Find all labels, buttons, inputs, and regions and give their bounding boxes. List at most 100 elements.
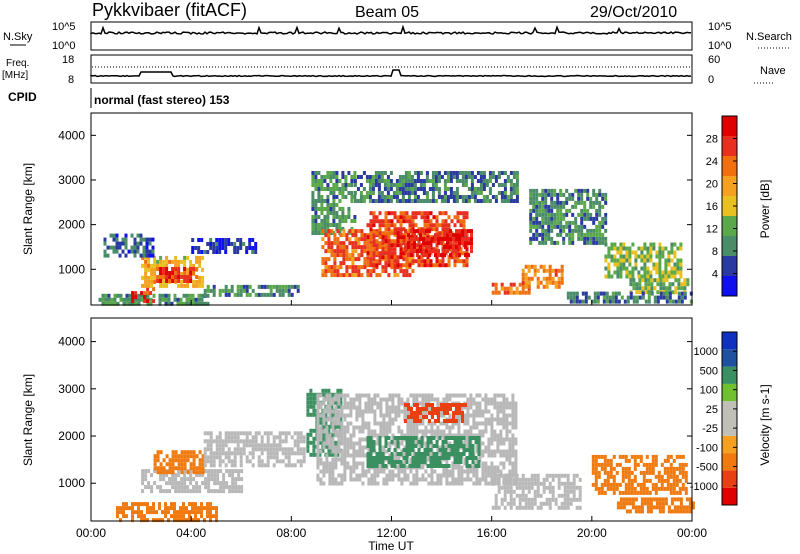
power-cell [683, 291, 687, 296]
power-cell [500, 282, 504, 287]
power-cell [664, 274, 668, 279]
velocity-cell [630, 482, 634, 487]
velocity-cell [370, 401, 374, 406]
velocity-cell [200, 510, 203, 515]
velocity-cell [322, 409, 326, 414]
power-cell [677, 282, 681, 287]
velocity-cell [278, 439, 282, 444]
velocity-cell [545, 477, 549, 482]
velocity-cell [233, 439, 237, 444]
power-cell [616, 258, 620, 263]
power-cell [112, 245, 116, 250]
power-cell [568, 240, 572, 245]
velocity-cell [168, 458, 172, 463]
velocity-cell [475, 433, 479, 438]
velocity-cell [328, 401, 332, 406]
velocity-cell [416, 415, 419, 419]
power-cell [332, 183, 336, 187]
velocity-cell [509, 505, 513, 510]
power-cell [338, 231, 342, 235]
velocity-cell [364, 453, 368, 458]
power-cell [368, 175, 372, 179]
velocity-cell [316, 413, 320, 418]
power-cell [619, 270, 623, 275]
power-cell [565, 212, 569, 217]
power-cell [251, 250, 255, 254]
velocity-cell [508, 437, 512, 442]
power-cell [311, 219, 315, 223]
power-cell [353, 191, 357, 195]
power-cell [389, 179, 393, 183]
velocity-cell [321, 432, 325, 437]
velocity-cell [334, 429, 338, 434]
power-cell [461, 195, 465, 199]
velocity-cell [194, 514, 197, 519]
power-cell [532, 232, 536, 237]
power-cell [683, 295, 687, 300]
power-cell [577, 192, 581, 197]
power-cell [149, 291, 153, 296]
velocity-cell [242, 439, 246, 444]
velocity-cell [306, 392, 310, 397]
velocity-cell [324, 420, 328, 425]
power-cell [652, 266, 656, 271]
velocity-cell [681, 474, 685, 479]
power-cell [414, 215, 418, 220]
power-cell [547, 192, 551, 197]
velocity-cell [603, 482, 607, 487]
power-cell [529, 192, 533, 197]
velocity-cell [287, 455, 291, 460]
velocity-cell [260, 459, 264, 464]
velocity-cell [557, 485, 561, 490]
velocity-cell [364, 469, 368, 474]
power-cell [348, 273, 352, 278]
power-cell [527, 276, 531, 281]
velocity-cell [231, 469, 235, 474]
power-cell [375, 251, 379, 256]
power-cell [670, 242, 674, 247]
power-cell [643, 254, 647, 259]
velocity-cell [340, 425, 344, 430]
power-cell [353, 199, 357, 203]
velocity-cell [658, 509, 662, 514]
power-cell [122, 297, 126, 302]
velocity-cell [306, 412, 310, 417]
velocity-cell [403, 433, 407, 438]
power-cell [676, 262, 680, 267]
velocity-cell [440, 407, 443, 411]
velocity-colorbar-swatch [722, 470, 737, 488]
power-cell [354, 237, 358, 242]
velocity-cell [373, 469, 377, 474]
velocity-cell [463, 429, 467, 434]
velocity-cell [636, 454, 640, 459]
power-cell [387, 243, 391, 248]
velocity-cell [367, 393, 371, 398]
velocity-cell [437, 411, 440, 415]
velocity-cell [366, 452, 370, 456]
power-cell [317, 183, 321, 187]
power-cell [311, 179, 315, 183]
power-cell [437, 249, 440, 254]
velocity-cell [406, 417, 410, 422]
velocity-cell [685, 509, 689, 514]
power-cell [390, 211, 394, 216]
power-cell [118, 253, 122, 258]
velocity-cell [316, 441, 320, 446]
power-cell [455, 195, 459, 199]
power-cell [541, 228, 545, 233]
power-cell [459, 259, 463, 264]
power-cell [173, 293, 177, 298]
velocity-cell [684, 470, 688, 475]
power-cell [150, 263, 154, 268]
power-cell [503, 183, 507, 187]
power-cell [461, 171, 465, 175]
power-cell [347, 171, 351, 175]
velocity-cell [143, 514, 146, 519]
velocity-cell [660, 482, 664, 487]
velocity-cell [436, 401, 440, 406]
power-cell [375, 239, 379, 244]
power-cell [420, 211, 424, 216]
velocity-cell [319, 405, 323, 410]
power-cell [407, 199, 411, 203]
velocity-cell [186, 485, 190, 490]
